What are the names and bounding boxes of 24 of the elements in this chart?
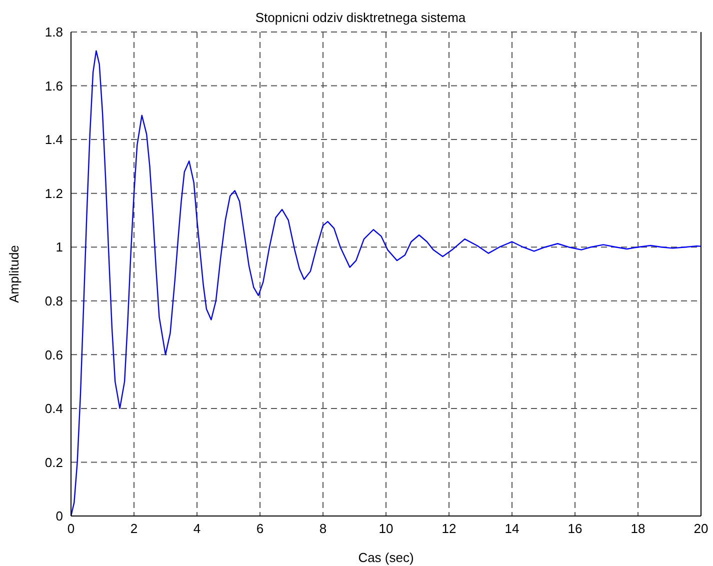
y-tick-label: 1 xyxy=(56,240,63,255)
x-tick-label: 14 xyxy=(504,521,520,536)
x-tick-label: 16 xyxy=(568,521,582,536)
y-tick-label: 0.6 xyxy=(44,347,63,362)
y-tick-label: 0.8 xyxy=(44,294,63,309)
x-tick-label: 0 xyxy=(67,521,75,536)
x-tick-label: 18 xyxy=(630,521,646,536)
x-tick-label: 2 xyxy=(130,521,138,536)
x-tick-label: 4 xyxy=(193,521,201,536)
x-tick-label: 20 xyxy=(694,521,708,536)
y-tick-label: 0.2 xyxy=(44,454,63,470)
x-tick-label: 12 xyxy=(442,521,456,536)
chart-title: Stopnicni odziv disktretnega sistema xyxy=(254,10,467,25)
x-axis-title: Cas (sec) xyxy=(358,550,414,565)
x-tick-label: 10 xyxy=(378,521,394,536)
y-tick-label: 0 xyxy=(56,508,63,524)
y-tick-label: 1.6 xyxy=(44,78,63,94)
y-tick-label: 1.2 xyxy=(44,186,63,201)
y-axis-title: Amplitude xyxy=(6,245,22,303)
y-tick-label: 0.4 xyxy=(44,401,63,416)
y-tick-label: 1.4 xyxy=(44,132,63,148)
x-tick-label: 8 xyxy=(319,521,327,536)
x-tick-label: 6 xyxy=(256,521,264,536)
y-tick-label: 1.8 xyxy=(44,24,63,40)
